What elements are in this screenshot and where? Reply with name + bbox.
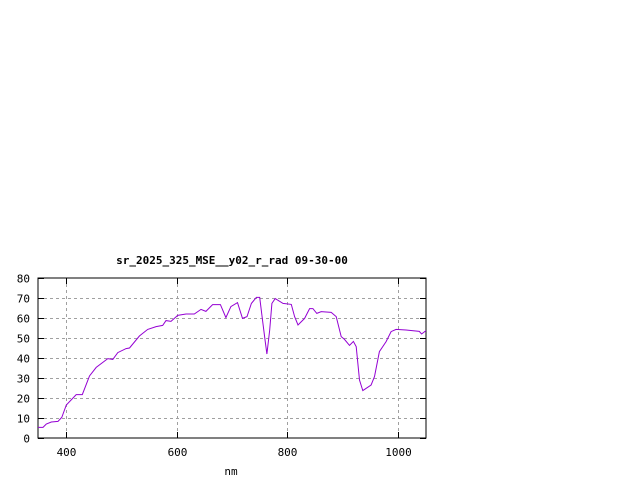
grid bbox=[38, 278, 426, 438]
chart-title: sr_2025_325_MSE__y02_r_rad 09-30-00 bbox=[116, 254, 348, 267]
series-line bbox=[38, 296, 427, 428]
y-tick-label: 50 bbox=[17, 333, 30, 346]
x-axis-label: nm bbox=[224, 465, 238, 478]
y-tick-label: 40 bbox=[17, 353, 30, 366]
x-tick-label: 800 bbox=[278, 446, 298, 459]
y-tick-label: 30 bbox=[17, 373, 30, 386]
y-tick-label: 20 bbox=[17, 393, 30, 406]
x-tick-label: 400 bbox=[57, 446, 77, 459]
y-tick-label: 70 bbox=[17, 293, 30, 306]
ticks: 0 10 20 30 40 50 60 70 80 400 600 800 1000 bbox=[17, 273, 426, 459]
y-tick-label: 60 bbox=[17, 313, 30, 326]
x-tick-label: 1000 bbox=[385, 446, 412, 459]
x-tick-label: 600 bbox=[168, 446, 188, 459]
y-tick-label: 0 bbox=[23, 433, 30, 446]
y-tick-label: 10 bbox=[17, 413, 30, 426]
series bbox=[38, 296, 427, 428]
y-tick-label: 80 bbox=[17, 273, 30, 286]
